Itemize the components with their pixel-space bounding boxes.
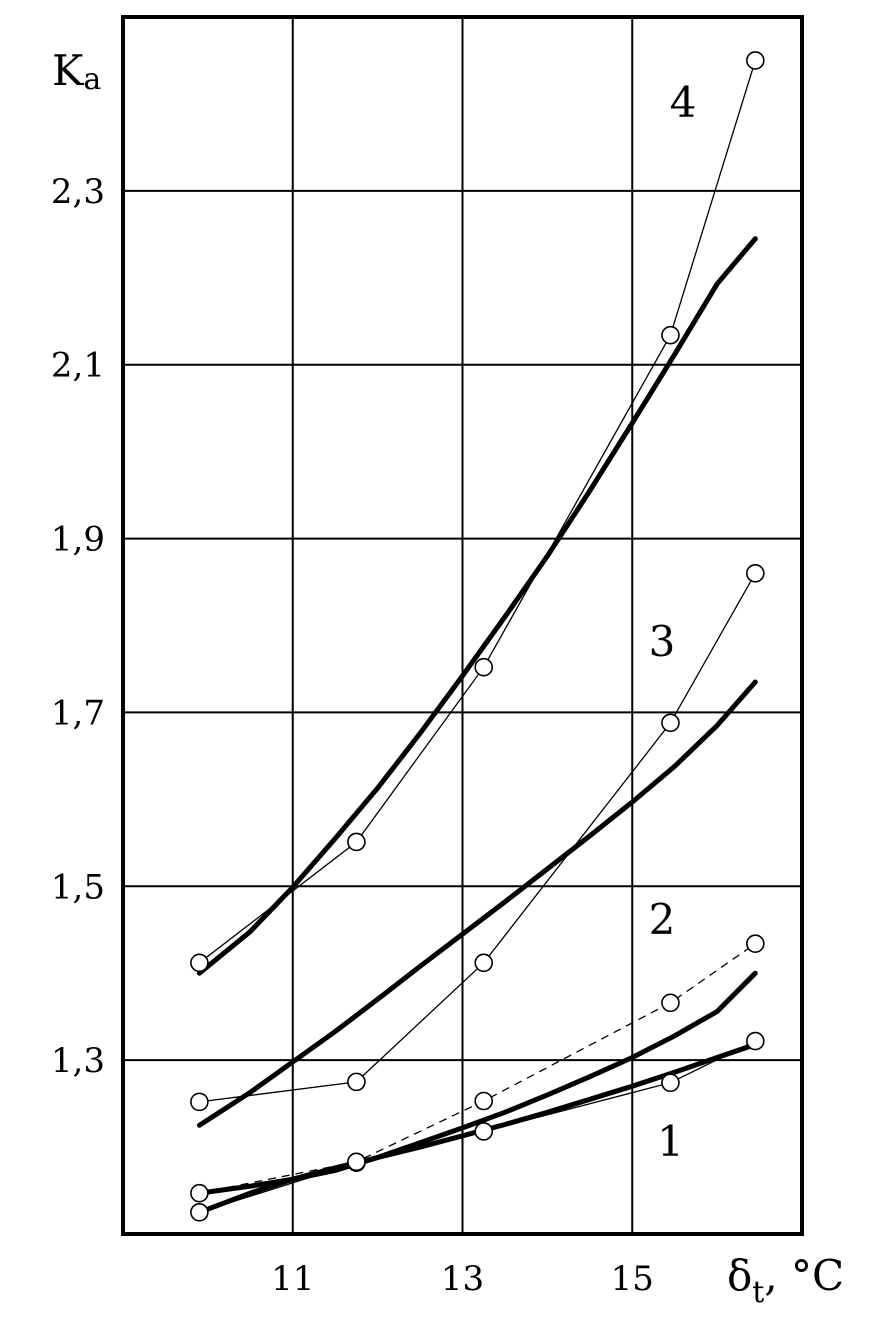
- x-tick-label: 11: [271, 1259, 314, 1299]
- data-point-3: [190, 1092, 209, 1112]
- data-point-2: [746, 934, 765, 953]
- data-point-1: [474, 1122, 494, 1141]
- fitted-curve-3: [196, 679, 758, 1128]
- data-point-3: [746, 564, 765, 583]
- x-axis-symbol: δ: [727, 1251, 752, 1300]
- x-axis-subscript: t: [752, 1275, 764, 1310]
- curve-label-1: 1: [657, 1117, 684, 1166]
- y-tick-label: 1,9: [51, 520, 105, 560]
- fitted-curve-2: [196, 970, 758, 1196]
- x-axis-title: δt, °C: [727, 1251, 844, 1310]
- data-point-3: [661, 713, 680, 733]
- data-point-1: [190, 1202, 209, 1222]
- data-point-4: [347, 832, 366, 852]
- data-point-2: [474, 1091, 494, 1111]
- y-tick-label: 2,3: [51, 172, 105, 212]
- curve-label-3: 3: [649, 617, 676, 666]
- x-axis-unit: , °C: [764, 1251, 844, 1300]
- ticks-layer: 11 13 15 1,3 1,5 1,7 1,9 2,1 2,3: [51, 172, 654, 1299]
- data-point-4: [746, 51, 765, 70]
- x-tick-label: 13: [441, 1259, 484, 1299]
- y-tick-label: 1,3: [51, 1041, 105, 1081]
- markers-layer: [190, 51, 765, 1222]
- y-tick-label: 1,7: [51, 693, 105, 733]
- data-point-4: [474, 657, 494, 677]
- fitted-curve-4: [196, 236, 758, 976]
- grid-layer: [123, 17, 802, 1234]
- x-tick-label: 15: [611, 1259, 654, 1299]
- plot-frame: [121, 15, 804, 1236]
- y-tick-label: 1,5: [51, 867, 105, 907]
- curve-label-2: 2: [649, 895, 676, 944]
- labels-layer: 1 2 3 4: [649, 78, 697, 1166]
- data-point-1: [746, 1031, 765, 1051]
- data-point-3: [347, 1072, 366, 1092]
- y-axis-symbol: K: [52, 46, 85, 95]
- measured-line-4: [199, 60, 756, 964]
- data-point-1: [661, 1073, 680, 1093]
- y-axis-subscript: a: [83, 62, 101, 97]
- data-point-2: [661, 993, 680, 1013]
- data-point-4: [661, 325, 680, 345]
- data-point-3: [474, 953, 494, 973]
- data-point-4: [190, 953, 209, 973]
- y-axis-title: Ka: [52, 46, 101, 97]
- y-tick-label: 2,1: [51, 346, 105, 386]
- curve-label-4: 4: [670, 78, 697, 127]
- data-point-2: [190, 1183, 209, 1203]
- data-point-2: [347, 1152, 366, 1172]
